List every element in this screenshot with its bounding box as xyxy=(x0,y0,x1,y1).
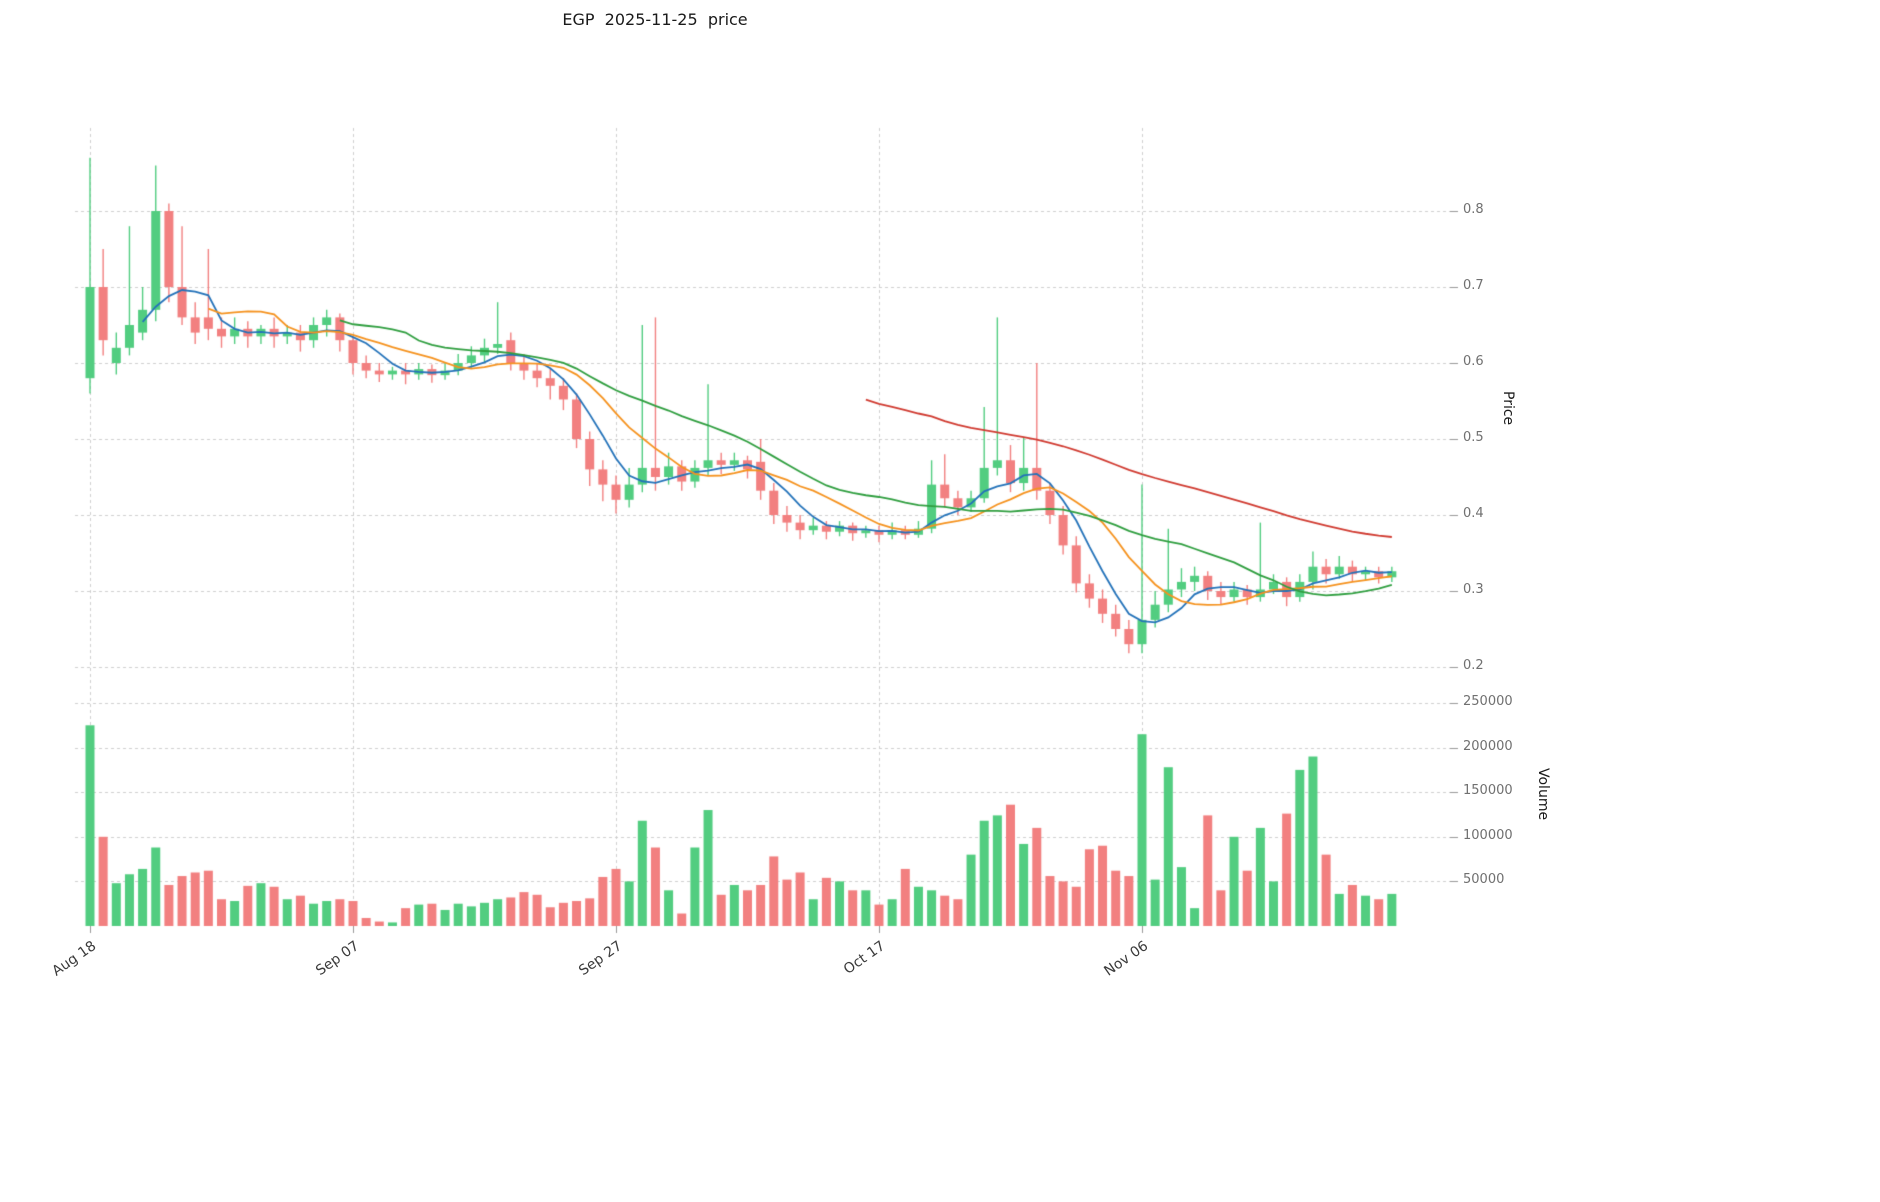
price-axis-title: Price xyxy=(1500,391,1516,426)
price-axis-tick-label: 0.6 xyxy=(1463,354,1484,369)
volume-axis-tick-label: 100000 xyxy=(1463,827,1513,843)
volume-axis-tick-label: 200000 xyxy=(1463,738,1513,754)
price-axis-tick-label: 0.7 xyxy=(1463,278,1484,293)
price-axis-tick-label: 0.8 xyxy=(1463,202,1484,217)
chart-title: EGP 2025-11-25 price xyxy=(562,10,748,29)
volume-axis-title: Volume xyxy=(1535,768,1551,821)
price-axis-tick-label: 0.2 xyxy=(1463,658,1484,673)
volume-axis-tick-label: 250000 xyxy=(1463,694,1513,709)
volume-axis-tick-label: 150000 xyxy=(1463,783,1513,799)
volume-axis-tick-label: 50000 xyxy=(1463,872,1505,888)
price-axis-tick-label: 0.3 xyxy=(1463,582,1484,597)
price-axis-tick-label: 0.5 xyxy=(1463,430,1484,445)
price-axis-tick-label: 0.4 xyxy=(1463,506,1484,521)
